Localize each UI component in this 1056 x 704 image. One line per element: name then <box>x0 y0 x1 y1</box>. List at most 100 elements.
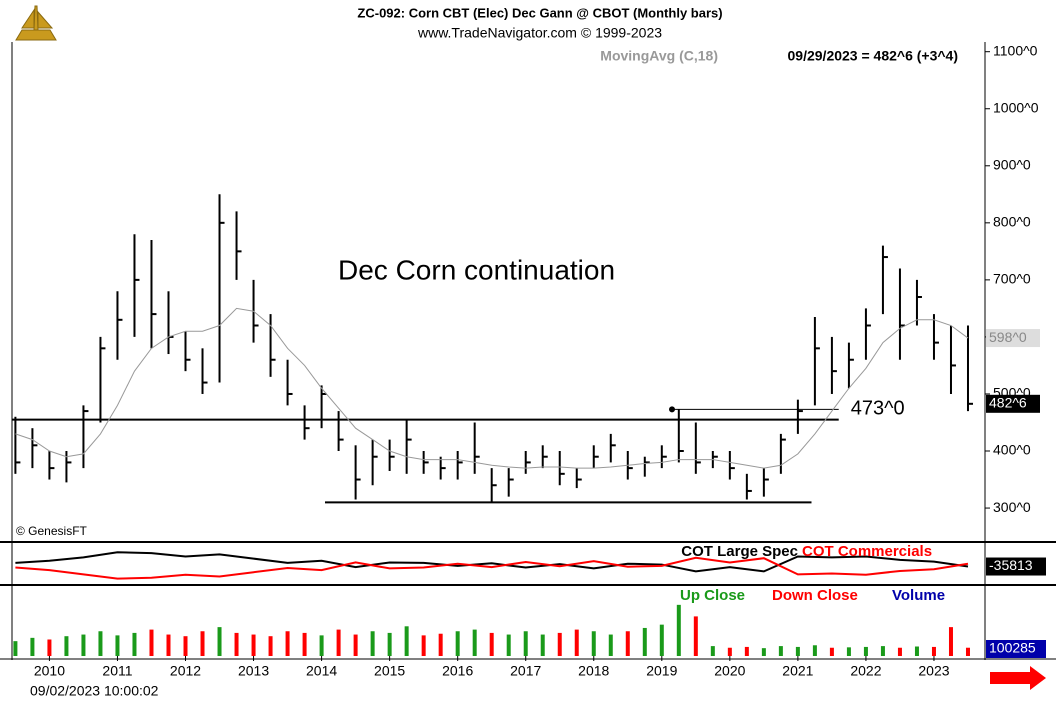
volume-bar <box>778 646 783 656</box>
ma-legend: MovingAvg (C,18) <box>600 48 718 64</box>
volume-bar <box>319 635 324 656</box>
level-label: 473^0 <box>851 398 905 420</box>
price-marker-label: 482^6 <box>989 395 1027 411</box>
volume-bar <box>676 604 681 656</box>
volume-bar <box>591 631 596 656</box>
x-tick-label: 2019 <box>646 663 677 679</box>
legend-label: Volume <box>892 587 945 604</box>
scroll-arrow[interactable] <box>990 666 1046 690</box>
quote: 09/29/2023 = 482^6 (+3^4) <box>788 48 958 64</box>
volume-bar <box>115 635 120 656</box>
volume-bar <box>489 632 494 656</box>
volume-bar <box>540 634 545 656</box>
x-tick-label: 2012 <box>170 663 201 679</box>
volume-bar <box>30 637 35 656</box>
volume-bar <box>931 646 936 656</box>
y-tick-label: 700^0 <box>993 271 1031 287</box>
y-tick-label: 400^0 <box>993 442 1031 458</box>
volume-bar <box>183 636 188 656</box>
volume-bar <box>846 647 851 656</box>
legend-label: COT Commercials <box>802 543 932 560</box>
chart-subtitle: www.TradeNavigator.com © 1999-2023 <box>417 25 662 41</box>
legend-label: Down Close <box>772 587 858 604</box>
volume-bar <box>302 632 307 656</box>
x-tick-label: 2022 <box>850 663 881 679</box>
y-tick-label: 900^0 <box>993 156 1031 172</box>
volume-bar <box>506 634 511 656</box>
price-marker-box <box>986 394 1040 413</box>
volume-bar <box>693 616 698 656</box>
volume-bar <box>132 632 137 656</box>
volume-bar <box>472 629 477 656</box>
volume-bar <box>81 634 86 656</box>
volume-bar <box>880 646 885 656</box>
value-box <box>986 640 1046 658</box>
y-tick-label: 800^0 <box>993 214 1031 230</box>
volume-bar <box>829 647 834 656</box>
value-box-label: -35813 <box>989 557 1033 573</box>
legend-label: Up Close <box>680 587 745 604</box>
volume-bar <box>404 626 409 656</box>
price-marker-label: 598^0 <box>989 329 1027 345</box>
volume-bar <box>744 646 749 656</box>
volume-bar <box>948 627 953 656</box>
volume-bar <box>625 631 630 656</box>
logo <box>15 5 57 41</box>
volume-bar <box>149 629 154 656</box>
volume-bar <box>234 632 239 656</box>
x-tick-label: 2020 <box>714 663 745 679</box>
x-tick-label: 2015 <box>374 663 405 679</box>
credit: © GenesisFT <box>16 524 88 538</box>
volume-bar <box>370 631 375 656</box>
logo-sail <box>21 8 35 29</box>
volume-bar <box>421 635 426 656</box>
volume-bar <box>914 646 919 656</box>
volume-bar <box>727 647 732 656</box>
volume-bar <box>217 627 222 656</box>
x-tick-label: 2018 <box>578 663 609 679</box>
volume-bar <box>455 631 460 656</box>
x-tick-label: 2014 <box>306 663 337 679</box>
y-tick-label: 1100^0 <box>993 42 1038 58</box>
timestamp: 09/02/2023 10:00:02 <box>30 683 159 699</box>
volume-bar <box>557 632 562 656</box>
volume-bar <box>761 648 766 656</box>
volume-bar <box>523 631 528 656</box>
x-tick-label: 2013 <box>238 663 269 679</box>
x-tick-label: 2016 <box>442 663 473 679</box>
volume-bar <box>98 631 103 656</box>
volume-bar <box>200 631 205 656</box>
volume-bar <box>166 634 171 656</box>
chart-title: ZC-092: Corn CBT (Elec) Dec Gann @ CBOT … <box>357 5 722 20</box>
volume-bar <box>336 629 341 656</box>
volume-bar <box>47 639 52 656</box>
legend-label: COT Large Spec <box>681 543 798 560</box>
volume-bar <box>438 633 443 656</box>
volume-bar <box>863 646 868 656</box>
x-tick-label: 2011 <box>102 663 132 679</box>
value-box-label: 100285 <box>989 640 1036 656</box>
volume-bar <box>659 624 664 656</box>
volume-bar <box>897 647 902 656</box>
volume-bar <box>710 646 715 656</box>
x-tick-label: 2021 <box>782 663 813 679</box>
volume-bar <box>795 646 800 656</box>
x-tick-label: 2017 <box>510 663 541 679</box>
volume-bar <box>387 632 392 656</box>
volume-bar <box>64 636 69 656</box>
volume-bar <box>812 645 817 656</box>
annotation: Dec Corn continuation <box>338 254 615 285</box>
volume-bar <box>251 634 256 656</box>
level-point <box>669 406 676 413</box>
volume-bar <box>285 631 290 656</box>
y-tick-label: 300^0 <box>993 499 1031 515</box>
volume-bar <box>353 634 358 656</box>
cot-line <box>15 556 969 580</box>
price-marker-box <box>986 329 1040 348</box>
volume-bar <box>574 629 579 656</box>
logo-mast <box>33 5 39 31</box>
x-tick-label: 2010 <box>34 663 65 679</box>
value-box <box>986 557 1046 576</box>
